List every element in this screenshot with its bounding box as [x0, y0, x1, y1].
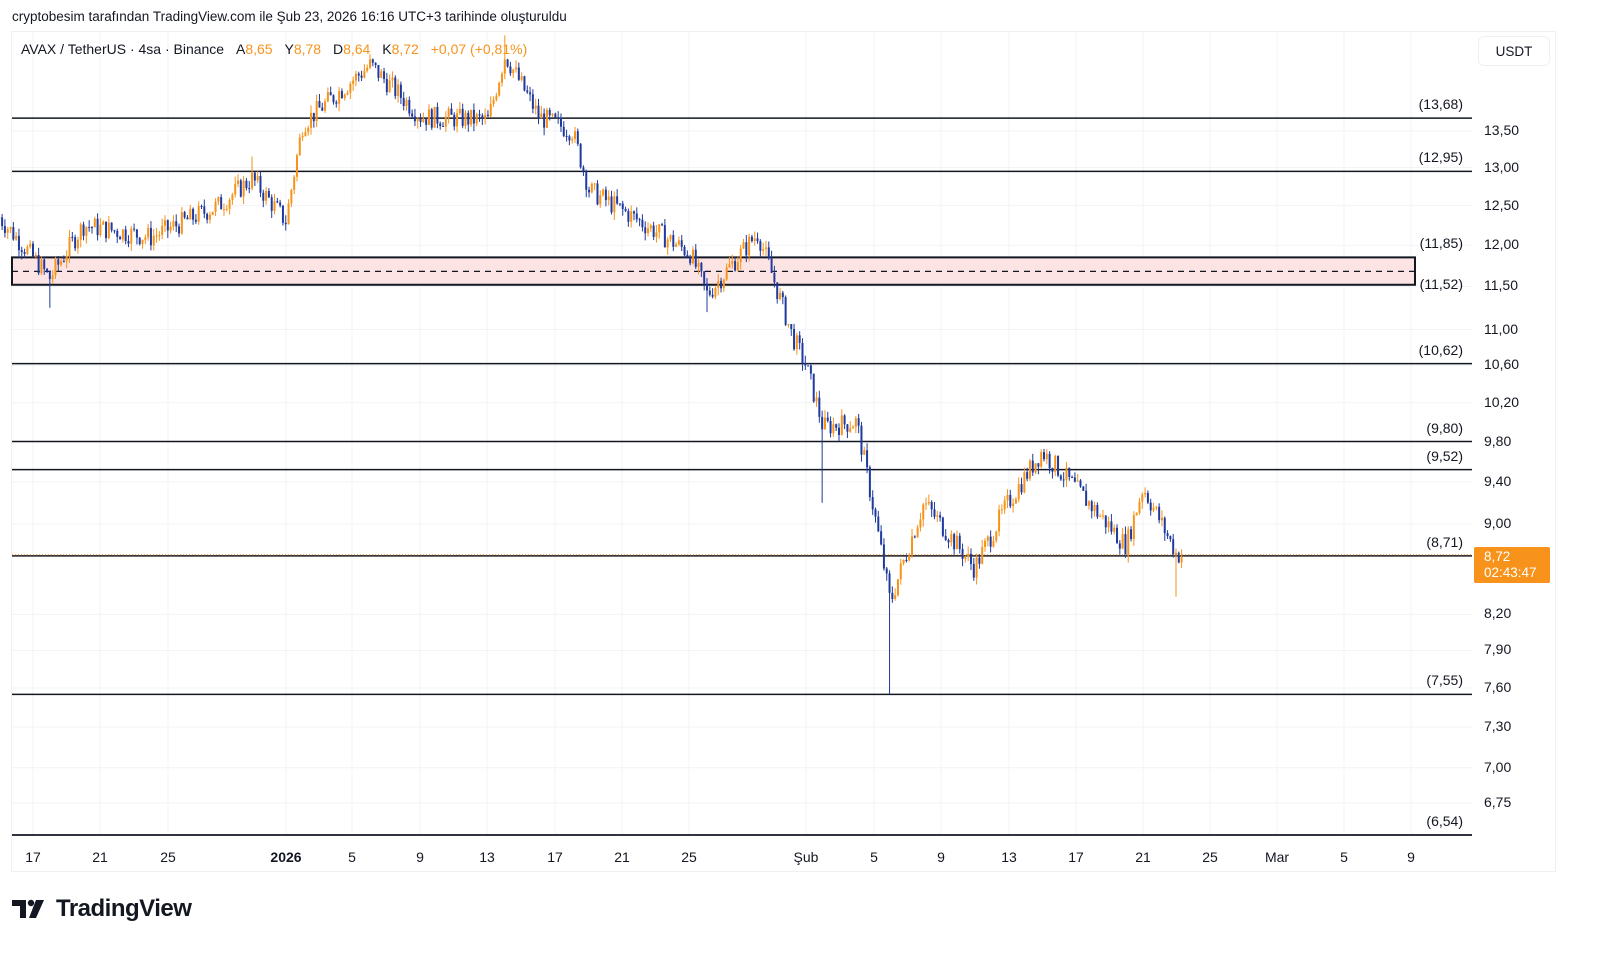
- level-label: (6,54): [1426, 813, 1463, 829]
- price-tick-label: 8,20: [1484, 605, 1512, 622]
- high-value: 8,78: [293, 41, 322, 57]
- level-label: (10,62): [1418, 341, 1463, 358]
- price-tick-label: 9,40: [1484, 472, 1512, 489]
- level-label: (11,85): [1419, 235, 1463, 252]
- level-label: (13,68): [1418, 96, 1463, 113]
- candles: [0, 35, 1183, 695]
- open-value: 8,65: [245, 41, 273, 57]
- price-tick-label: 7,00: [1484, 758, 1512, 775]
- close-label: K: [382, 41, 392, 57]
- time-tick-label: 9: [937, 849, 945, 865]
- high-label: Y: [284, 41, 294, 57]
- price-tick-label: 13,00: [1484, 158, 1520, 175]
- time-tick-label: 2026: [270, 849, 302, 865]
- bar-countdown: 02:43:47: [1484, 565, 1537, 580]
- time-tick-label: 5: [1340, 849, 1348, 865]
- price-tick-label: 11,50: [1484, 277, 1518, 294]
- level-label: (11,52): [1419, 275, 1463, 292]
- level-label: (9,80): [1426, 419, 1463, 436]
- level-label: (12,95): [1418, 149, 1463, 166]
- time-tick-label: 17: [1068, 849, 1084, 865]
- price-tick-label: 12,00: [1484, 236, 1520, 253]
- tradingview-logo-text: TradingView: [56, 895, 192, 922]
- chart-frame: [11, 31, 1556, 872]
- change-value: +0,07 (+0,81%): [430, 41, 528, 57]
- time-tick-label: 21: [1135, 849, 1151, 865]
- close-value: 8,72: [391, 41, 419, 57]
- time-tick-label: 21: [92, 849, 108, 865]
- time-tick-label: 25: [681, 849, 697, 865]
- ohlc-legend: AVAX / TetherUS · 4sa · Binance A8,65 Y8…: [21, 41, 527, 57]
- time-tick-label: 5: [348, 849, 356, 865]
- symbol-title[interactable]: AVAX / TetherUS · 4sa · Binance: [21, 41, 225, 57]
- time-tick-label: 17: [25, 849, 41, 865]
- level-label: (7,55): [1426, 672, 1463, 689]
- price-tick-label: 7,60: [1484, 679, 1512, 695]
- time-tick-label: 9: [1407, 849, 1415, 865]
- level-label: (9,52): [1426, 447, 1463, 464]
- price-tick-label: 9,80: [1484, 432, 1512, 449]
- last-price-tag: 8,72 02:43:47: [1474, 547, 1550, 583]
- price-tick-label: 10,60: [1484, 356, 1520, 373]
- tradingview-logo[interactable]: TradingView: [12, 895, 192, 923]
- low-value: 8,64: [343, 41, 371, 57]
- currency-button[interactable]: USDT: [1478, 36, 1550, 66]
- level-label: (8,71): [1426, 533, 1463, 550]
- time-tick-label: 25: [160, 849, 176, 865]
- time-tick-label: 13: [479, 849, 495, 865]
- time-tick-label: 5: [870, 849, 878, 865]
- open-label: A: [236, 41, 246, 57]
- time-tick-label: 17: [547, 849, 563, 865]
- price-tick-label: 7,30: [1484, 718, 1512, 735]
- price-tick-label: 7,90: [1484, 641, 1512, 658]
- chart-attribution: cryptobesim tarafından TradingView.com i…: [12, 9, 567, 24]
- time-tick-label: 9: [416, 849, 424, 865]
- last-price-value: 8,72: [1484, 549, 1511, 564]
- price-tick-label: 12,50: [1484, 196, 1520, 213]
- time-tick-label: 13: [1001, 849, 1017, 865]
- price-tick-label: 10,20: [1484, 393, 1520, 410]
- price-tick-label: 9,00: [1484, 515, 1512, 532]
- price-tick-label: 13,50: [1484, 122, 1520, 138]
- time-tick-label: Mar: [1264, 849, 1290, 865]
- price-tick-label: 11,00: [1484, 320, 1518, 337]
- time-tick-label: Şub: [793, 849, 819, 865]
- time-tick-label: 21: [614, 849, 630, 865]
- price-tick-label: 6,75: [1484, 794, 1512, 810]
- low-label: D: [332, 41, 344, 57]
- time-tick-label: 25: [1202, 849, 1218, 865]
- tradingview-logo-icon: [12, 899, 44, 918]
